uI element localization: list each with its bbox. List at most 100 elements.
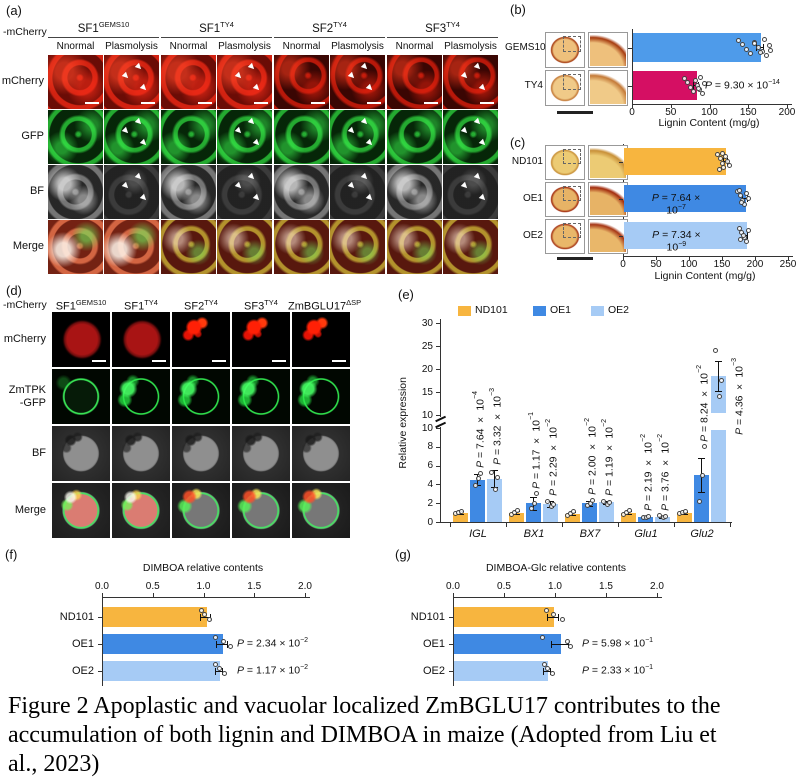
p-value-label: P = 8.24 × 10−2 — [696, 364, 711, 442]
data-point — [607, 499, 613, 505]
panel-a-row-label: mCherry — [1, 75, 44, 87]
chart-title: DIMBOA-Glc relative contents — [485, 562, 627, 574]
data-point — [559, 616, 565, 622]
data-point — [737, 193, 743, 198]
panel-a-row-label: BF — [29, 185, 44, 197]
legend-swatch — [458, 306, 471, 316]
micrograph-d-r2-c2 — [172, 426, 230, 481]
category-label: BX1 — [523, 528, 545, 540]
micrograph-a-bf-4 — [274, 165, 329, 219]
arrowhead-icon — [140, 193, 149, 203]
panel-d-row-label: mCherry — [3, 333, 46, 345]
arrowhead-icon — [134, 172, 144, 181]
data-point — [551, 501, 557, 507]
data-point — [736, 188, 742, 193]
arrowhead-icon — [247, 172, 257, 181]
data-point — [743, 191, 749, 196]
bar-OE1 — [624, 185, 747, 212]
data-point — [550, 670, 556, 676]
error-bar-cap — [529, 496, 537, 498]
data-point — [545, 665, 551, 671]
bar-ND101-Glu2 — [676, 512, 692, 522]
micrograph-a-merge-1 — [104, 220, 159, 274]
stem-section-art — [547, 34, 583, 66]
category-axis-tick — [98, 644, 102, 645]
error-bar-cap — [693, 82, 695, 89]
x-axis-tick — [787, 104, 788, 108]
y-axis-tick — [436, 323, 440, 324]
bar-OE1-BX7 — [581, 503, 597, 522]
data-point — [719, 151, 725, 156]
bar-OE2 — [454, 661, 548, 681]
legend-swatch — [533, 306, 546, 316]
data-point — [690, 89, 696, 94]
p-value-label: P = 3.76 × 10−2 — [657, 433, 672, 511]
x-axis-tick — [788, 256, 789, 260]
y-axis-tick — [436, 484, 440, 486]
error-bar — [542, 670, 551, 672]
scale-bar — [332, 360, 346, 362]
data-point — [755, 45, 761, 50]
micrograph-d-r0-c1 — [112, 312, 170, 367]
x-axis-tick-label: 0.5 — [497, 581, 511, 592]
bar-TY4 — [633, 71, 698, 100]
error-bar — [742, 198, 748, 199]
category-axis-tick — [98, 617, 102, 618]
category-axis-tick — [628, 47, 632, 49]
data-point — [222, 670, 228, 676]
data-point — [626, 508, 632, 514]
arrowhead-icon — [366, 138, 375, 148]
category-label: GEMS10 — [505, 41, 546, 53]
x-axis-tick — [555, 593, 556, 597]
x-axis-tick-label: 50 — [650, 259, 662, 270]
category-label: ND101 — [511, 155, 543, 167]
data-point — [702, 444, 708, 450]
bar-OE1 — [454, 634, 562, 654]
data-point — [540, 634, 546, 640]
micrograph-a-merge-4 — [274, 220, 329, 274]
y-axis-upper — [440, 319, 441, 417]
panel-d-row-label: BF — [31, 447, 46, 459]
data-point — [745, 228, 751, 233]
data-point — [600, 498, 606, 504]
x-axis-tick-label: 0.0 — [446, 581, 460, 592]
x-axis-tick — [102, 593, 103, 597]
micrograph-a-bf-2 — [161, 165, 216, 219]
panel-a-group-header: SF3TY4 — [387, 20, 498, 38]
arrowhead-icon — [253, 193, 262, 203]
panel-d-column-header: SF2TY4 — [184, 298, 218, 313]
stem-section-zoom-image — [588, 32, 628, 68]
p-value-label: P = 1.17 × 10−2 — [237, 664, 309, 677]
x-axis-tick — [450, 522, 451, 527]
error-bar-cap — [490, 470, 498, 472]
caption-line-3: al., 2023) — [8, 751, 100, 777]
data-point — [228, 643, 234, 649]
data-point — [699, 473, 705, 479]
panel-a-condition-header: Nnormal — [282, 41, 321, 52]
legend-label: ND101 — [475, 304, 508, 316]
x-axis-tick — [453, 593, 454, 597]
scale-bar — [367, 102, 381, 104]
error-bar-cap — [762, 44, 764, 51]
error-bar-cap — [215, 640, 217, 648]
arrowhead-icon — [134, 117, 144, 126]
micrograph-a-merge-7 — [443, 220, 498, 274]
panel-d-column-header: SF3TY4 — [244, 298, 278, 313]
y-axis-lower — [440, 427, 441, 523]
x-axis-tick-label: 150 — [739, 107, 757, 118]
micrograph-d-r1-c2 — [172, 369, 230, 424]
scale-bar — [152, 360, 166, 362]
y-axis-tick-label: 25 — [421, 340, 433, 352]
panel-a-row-label: Merge — [12, 240, 44, 252]
arrowhead-icon — [473, 117, 483, 126]
p-value-label: P = 1.17 × 10−1 — [528, 411, 543, 489]
panel-a-condition-header: Nnormal — [169, 41, 208, 52]
category-label: OE2 — [522, 229, 543, 241]
arrowhead-icon — [347, 182, 356, 191]
category-label: OE1 — [71, 638, 94, 650]
p-value-label: P = 2.33 × 10−1 — [582, 664, 654, 677]
micrograph-a-gfp-2 — [161, 110, 216, 164]
x-axis-tick — [305, 593, 306, 597]
data-point — [719, 378, 725, 383]
